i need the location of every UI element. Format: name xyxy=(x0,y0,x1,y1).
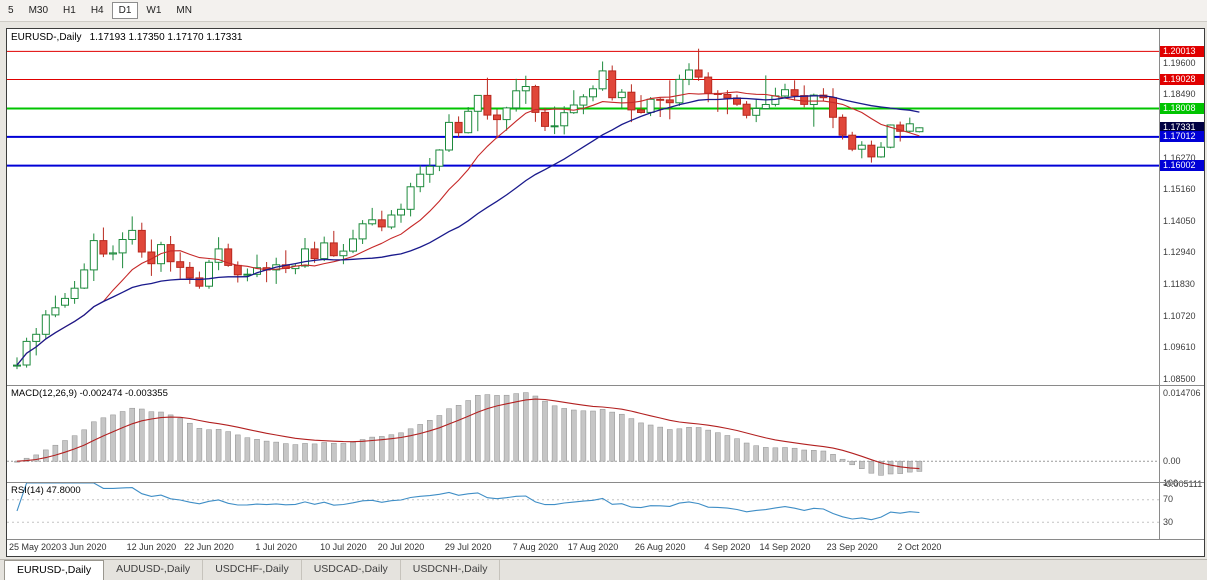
price-tag: 1.19028 xyxy=(1160,74,1204,85)
time-axis-label: 3 Jun 2020 xyxy=(61,542,107,552)
time-axis-label: 20 Jul 2020 xyxy=(377,542,425,552)
pane-separator xyxy=(7,539,1204,540)
rsi-chart-canvas[interactable] xyxy=(7,483,1159,539)
timeframe-button-D1[interactable]: D1 xyxy=(111,2,139,19)
price-axis-tick: 1.09610 xyxy=(1163,342,1196,353)
price-axis[interactable]: 1.19600 1.18490 1.16270 1.15160 1.14050 1.129… xyxy=(1159,29,1204,539)
time-axis-label: 14 Sep 2020 xyxy=(759,542,811,552)
time-axis[interactable]: 25 May 2020 3 Jun 2020 12 Jun 2020 22 Jun 2… xyxy=(7,540,1159,556)
price-axis-tick: 1.16270 xyxy=(1163,152,1196,163)
chart-window: EURUSD-,Daily 1.17193 1.17350 1.17170 1.1… xyxy=(6,28,1205,557)
timeframe-button-5[interactable]: 5 xyxy=(1,2,21,19)
pane-separator[interactable] xyxy=(7,482,1204,483)
time-axis-label: 22 Jun 2020 xyxy=(184,542,234,552)
time-axis-label: 4 Sep 2020 xyxy=(704,542,751,552)
rsi-label: RSI(14) 47.8000 xyxy=(11,485,81,496)
rsi-pane[interactable]: RSI(14) 47.8000 xyxy=(7,483,1159,539)
chart-tabs: EURUSD-,Daily AUDUSD-,Daily USDCHF-,Daily U… xyxy=(0,559,1207,580)
price-tag: 1.20013 xyxy=(1160,45,1204,57)
macd-histogram xyxy=(14,392,923,476)
chart-tab-eurusd[interactable]: EURUSD-,Daily xyxy=(4,560,105,580)
timeframe-button-MN[interactable]: MN xyxy=(169,2,199,19)
time-axis-label: 12 Jun 2020 xyxy=(126,542,177,552)
price-axis-tick: 1.18490 xyxy=(1163,89,1196,100)
time-axis-label: 26 Aug 2020 xyxy=(634,542,686,552)
price-tag: 1.16002 xyxy=(1160,160,1204,172)
macd-signal-line xyxy=(16,398,920,470)
price-axis-tick: 1.08500 xyxy=(1163,373,1196,384)
macd-axis-tick: -0.005111 xyxy=(1163,479,1203,490)
time-axis-label: 7 Aug 2020 xyxy=(512,542,559,552)
time-axis-label: 23 Sep 2020 xyxy=(826,542,878,552)
rsi-axis-tick: 70 xyxy=(1163,494,1174,505)
macd-axis-tick: 0.014706 xyxy=(1163,387,1201,398)
macd-pane[interactable]: MACD(12,26,9) -0.002474 -0.003355 xyxy=(7,386,1159,482)
chart-tab-usdchf[interactable]: USDCHF-,Daily xyxy=(203,560,302,580)
price-axis-tick: 1.14050 xyxy=(1163,215,1196,226)
macd-axis-tick: 0.00 xyxy=(1163,455,1181,466)
price-axis-tick: 1.11830 xyxy=(1163,279,1195,289)
timeframe-button-M30[interactable]: M30 xyxy=(22,2,55,19)
time-axis-label: 10 Jul 2020 xyxy=(320,542,367,552)
rsi-axis-tick: 100 xyxy=(1163,478,1178,489)
price-axis-tick: 1.10720 xyxy=(1163,310,1196,321)
chart-title-symbol: EURUSD-,Daily xyxy=(11,32,82,43)
rsi-axis-tick: 30 xyxy=(1163,516,1174,527)
macd-label: MACD(12,26,9) -0.002474 -0.003355 xyxy=(11,388,168,399)
price-axis-tick: 1.15160 xyxy=(1163,184,1196,195)
time-axis-label: 29 Jul 2020 xyxy=(444,542,492,552)
timeframe-toolbar: 5 M30 H1 H4 D1 W1 MN xyxy=(0,0,1207,22)
candles-layer xyxy=(13,48,924,370)
time-axis-label: 1 Jul 2020 xyxy=(255,542,297,552)
chart-title: EURUSD-,Daily 1.17193 1.17350 1.17170 1.1… xyxy=(11,32,243,43)
price-axis-tick: 1.12940 xyxy=(1163,247,1196,258)
price-pane[interactable]: EURUSD-,Daily 1.17193 1.17350 1.17170 1.1… xyxy=(7,29,1159,385)
price-tag: 1.17012 xyxy=(1160,131,1204,143)
timeframe-button-H1[interactable]: H1 xyxy=(56,2,83,19)
ma-fast-line xyxy=(16,91,920,366)
price-axis-tick: 1.19600 xyxy=(1163,57,1196,68)
price-tag: 1.18008 xyxy=(1160,103,1204,114)
timeframe-button-W1[interactable]: W1 xyxy=(139,2,168,19)
time-axis-label: 2 Oct 2020 xyxy=(897,542,942,552)
chart-title-ohlc: 1.17193 1.17350 1.17170 1.17331 xyxy=(89,32,243,43)
chart-tab-audusd[interactable]: AUDUSD-,Daily xyxy=(104,560,204,580)
timeframe-button-H4[interactable]: H4 xyxy=(84,2,111,19)
rsi-line xyxy=(16,483,920,521)
price-tag: 1.17331 xyxy=(1160,122,1204,134)
chart-tab-usdcad[interactable]: USDCAD-,Daily xyxy=(302,560,401,580)
macd-chart-canvas[interactable] xyxy=(7,386,1159,482)
time-axis-label: 17 Aug 2020 xyxy=(567,542,619,552)
chart-tab-usdcnh[interactable]: USDCNH-,Daily xyxy=(401,560,501,580)
price-chart-canvas[interactable] xyxy=(7,29,1159,385)
ma-slow-line xyxy=(16,95,920,366)
time-axis-label: 25 May 2020 xyxy=(9,542,62,552)
pane-separator[interactable] xyxy=(7,385,1204,386)
